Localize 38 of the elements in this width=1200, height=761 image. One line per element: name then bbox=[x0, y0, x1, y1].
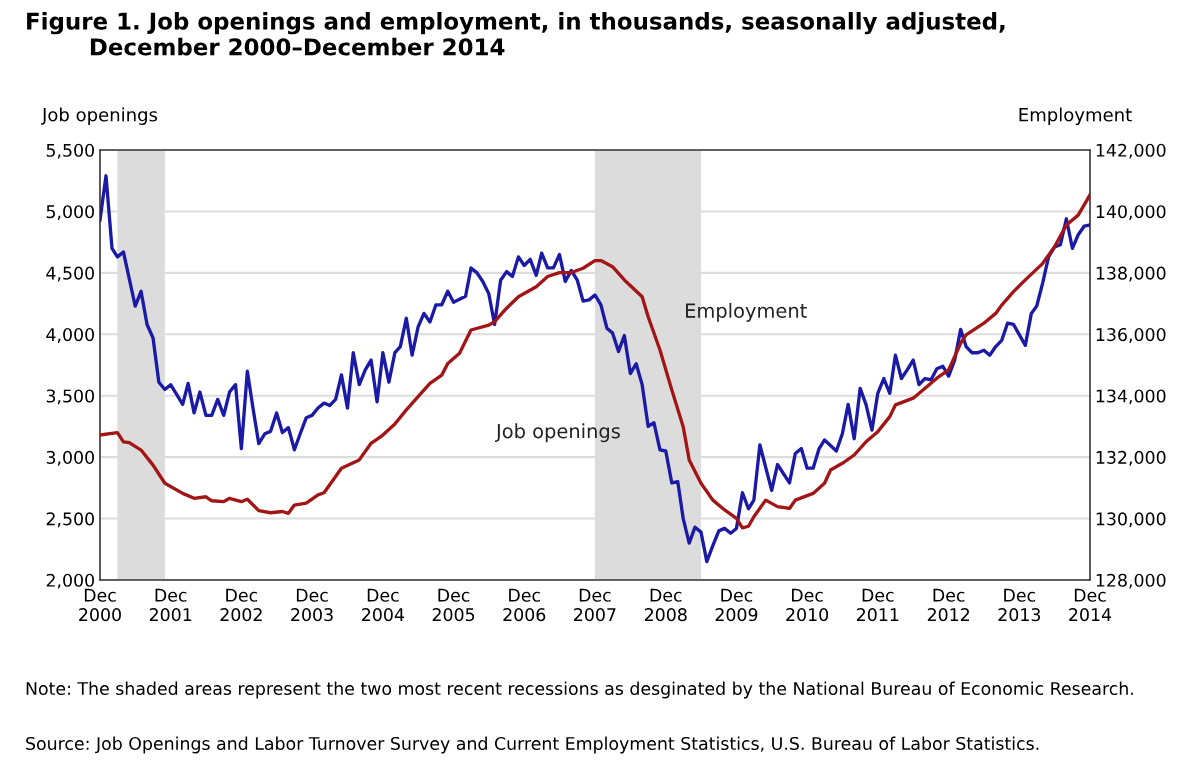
y2-axis-title: Employment bbox=[1019, 107, 1132, 125]
text: Note: The shaded areas represent the two most recent recessions as desginated by the National Bureau of Economic Research. bbox=[26, 681, 1133, 699]
x-tick-label: Dec 2009 bbox=[715, 588, 758, 622]
x-tick-label: Dec 2003 bbox=[291, 588, 333, 622]
x-tick-label: Dec 2011 bbox=[856, 588, 899, 622]
x-tick-label: Dec 2012 bbox=[927, 588, 970, 622]
x-tick-label: Dec 2006 bbox=[503, 588, 546, 622]
x-tick-label: Dec 2013 bbox=[998, 588, 1041, 622]
x-tick-label: Dec 2008 bbox=[644, 588, 687, 622]
y2-tick-label: 136,000 bbox=[1096, 328, 1166, 343]
y2-tick-label: 140,000 bbox=[1096, 205, 1166, 221]
y2-tick-label: 128,000 bbox=[1096, 573, 1166, 589]
series-label: Job openings bbox=[494, 423, 620, 443]
y-axis-title: Job openings bbox=[41, 107, 158, 125]
source-note: Source: Job Openings and Labor Turnover Survey and Current Employment Statistics, U.S. Bureau of Labor Statistics. bbox=[26, 736, 1039, 754]
y-tick-label: 4,000 bbox=[46, 328, 94, 343]
x-tick-label: Dec 2014 bbox=[1069, 588, 1112, 622]
x-tick-label: Dec 2007 bbox=[574, 588, 616, 622]
chart-title: Figure 1. Job openings and employment, in thousands, seasonally adjusted, December 2000–December 2014 bbox=[27, 12, 1005, 56]
y2-tick-label: 142,000 bbox=[1096, 143, 1166, 159]
y2-tick-label: 132,000 bbox=[1096, 450, 1166, 466]
y2-tick-label: 138,000 bbox=[1096, 266, 1166, 282]
series-label: Employment bbox=[686, 302, 807, 322]
y-tick-label: 3,500 bbox=[46, 389, 94, 405]
x-tick-label: Dec 2002 bbox=[220, 588, 262, 622]
y-tick-label: 2,000 bbox=[46, 573, 94, 589]
y-tick-label: 5,500 bbox=[46, 143, 94, 159]
x-tick-label: Dec 2010 bbox=[786, 588, 829, 622]
y-tick-label: 5,000 bbox=[46, 205, 94, 221]
y-tick-label: 2,500 bbox=[46, 512, 94, 528]
y-tick-label: 4,500 bbox=[46, 266, 94, 282]
x-tick-label: Dec 2000 bbox=[79, 588, 121, 622]
x-tick-label: Dec 2005 bbox=[432, 588, 475, 622]
x-tick-label: Dec 2001 bbox=[149, 588, 192, 622]
x-tick-label: Dec 2004 bbox=[362, 588, 404, 622]
y2-tick-label: 130,000 bbox=[1096, 512, 1166, 528]
y2-tick-label: 134,000 bbox=[1096, 389, 1166, 405]
y-tick-label: 3,000 bbox=[46, 450, 94, 466]
